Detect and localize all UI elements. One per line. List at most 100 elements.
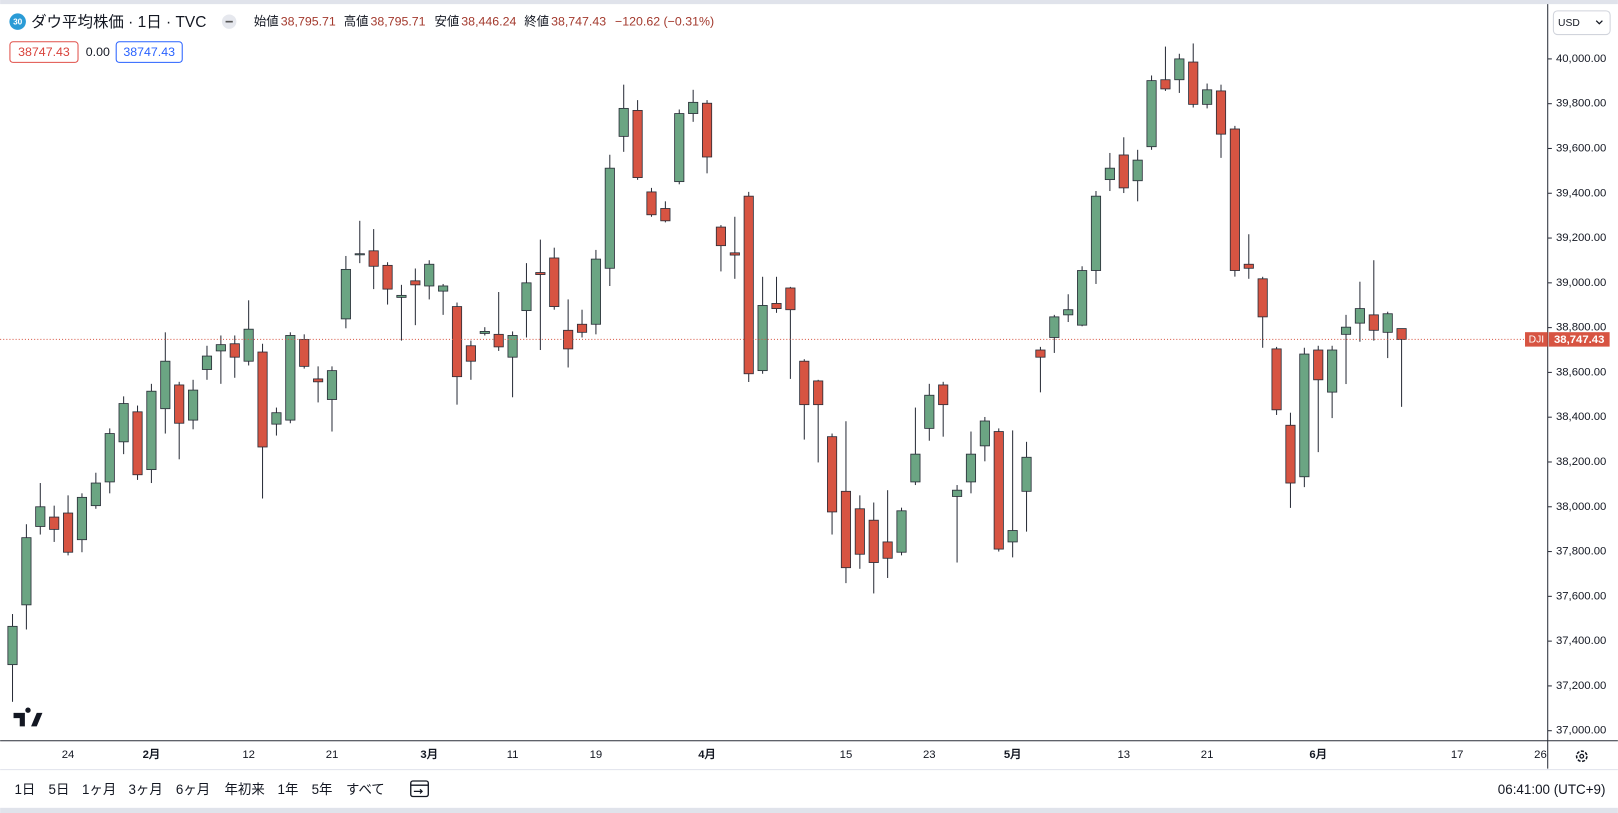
y-tick-label: 39,800.00 (1556, 98, 1606, 110)
y-tick-label: 37,200.00 (1556, 680, 1606, 692)
symbol-tag-text: DJI (1529, 335, 1544, 346)
candle-body (1077, 270, 1088, 326)
candle-body (1257, 278, 1268, 318)
symbol-title[interactable]: ダウ平均株価 · 1日 · TVC (31, 13, 206, 31)
candle-body (896, 510, 907, 553)
input-box[interactable] (115, 41, 183, 63)
range-button[interactable]: 1年 (278, 782, 299, 797)
candle-body (1271, 348, 1282, 411)
candle-body (313, 378, 324, 383)
candle-body (49, 516, 60, 530)
candle-body (729, 252, 740, 256)
candle-body (868, 519, 879, 563)
ohlc-label: 終値 (524, 14, 549, 29)
candle-body (743, 195, 754, 375)
candle-body (174, 384, 185, 424)
x-tick-label: 24 (62, 749, 75, 761)
range-button[interactable]: 3ヶ月 (128, 782, 162, 797)
ohlc-legend: 始値 38,795.71 高値 38,795.71 安値 38,446.24 終値 38… (254, 14, 714, 29)
x-tick-label: 11 (507, 749, 519, 761)
candle-body (1340, 326, 1352, 335)
candle-body (215, 344, 226, 352)
range-button[interactable]: 5日 (48, 782, 69, 797)
change: −120.62 (−0.31%) (615, 15, 714, 29)
range-button[interactable]: すべて (346, 782, 385, 797)
candle-body (1049, 316, 1060, 338)
y-tick-label: 39,600.00 (1556, 142, 1606, 154)
candle-body (924, 394, 935, 429)
candle-body (201, 355, 213, 370)
range-button[interactable]: 年初来 (225, 782, 265, 797)
candle-body (188, 389, 199, 421)
x-tick-label: 19 (590, 749, 603, 761)
candle-body (563, 329, 574, 350)
toolbar: 1日 5日 1ヶ月 3ヶ月 6ヶ月 年初来 1年 5年 すべて (14, 782, 384, 797)
settings-icon[interactable] (1575, 750, 1588, 763)
symbol-badge-text: 30 (13, 17, 23, 26)
candle-body (1090, 195, 1102, 271)
candle-body (326, 370, 338, 400)
candle-body (674, 113, 685, 183)
plot (0, 43, 1548, 702)
candle-body (21, 537, 32, 606)
logo[interactable] (13, 707, 43, 727)
candle-body (1063, 309, 1074, 316)
candle-body (229, 343, 240, 358)
x-tick-label: 3月 (420, 748, 438, 761)
candle-body (1104, 167, 1115, 181)
range-button[interactable]: 1日 (14, 782, 35, 797)
y-tick-label: 38,800.00 (1556, 322, 1606, 334)
candle-body (299, 339, 310, 367)
candle-body (118, 403, 129, 443)
currency-select[interactable] (1552, 10, 1611, 36)
range-button[interactable]: 1ヶ月 (82, 782, 116, 797)
candle-body (479, 331, 490, 334)
range-button[interactable]: 5年 (312, 782, 333, 797)
candle-body (271, 412, 282, 425)
x-tick-label: 17 (1451, 749, 1464, 761)
candle-body (63, 512, 74, 553)
input-box[interactable] (9, 41, 79, 63)
candle-body (965, 453, 977, 483)
y-tick-label: 37,000.00 (1556, 725, 1606, 737)
candle-body (910, 453, 921, 483)
y-tick-label: 38,000.00 (1556, 501, 1606, 513)
input-value: 38747.43 (18, 45, 70, 59)
x-tick-label: 12 (242, 749, 255, 761)
y-tick-label: 38,400.00 (1556, 411, 1606, 423)
candle-body (1215, 90, 1227, 135)
x-tick-label: 15 (840, 749, 853, 761)
candle-body (465, 345, 476, 362)
candle-body (632, 109, 643, 178)
y-tick-label: 39,200.00 (1556, 232, 1606, 244)
candle-body (938, 384, 949, 406)
candle-body (340, 268, 351, 320)
ohlc-value: 38,795.71 (281, 15, 336, 29)
candle-body (1229, 128, 1240, 271)
range-button[interactable]: 6ヶ月 (176, 782, 210, 797)
input-value: 0.00 (86, 45, 110, 59)
candle-body (285, 335, 296, 421)
candle-body (1368, 314, 1379, 331)
candle-body (646, 191, 657, 216)
candle-body (618, 107, 629, 137)
candle-body (1146, 80, 1157, 148)
top-strip (0, 0, 1618, 5)
candle-body (243, 328, 254, 362)
bottom-strip (0, 807, 1618, 813)
x-tick-label: 5月 (1004, 748, 1022, 761)
candle-body (424, 263, 435, 287)
candle-body (1188, 61, 1199, 105)
symbol-tag (1525, 332, 1548, 347)
candle-body (507, 335, 518, 358)
calendar-icon[interactable] (410, 780, 429, 798)
candle-body (438, 285, 449, 292)
candle-body (493, 333, 504, 348)
candle-body (104, 433, 115, 483)
candle-body (882, 541, 893, 559)
candle-body (396, 294, 407, 298)
candle-body (799, 360, 810, 406)
x-tick-label: 4月 (698, 748, 716, 761)
